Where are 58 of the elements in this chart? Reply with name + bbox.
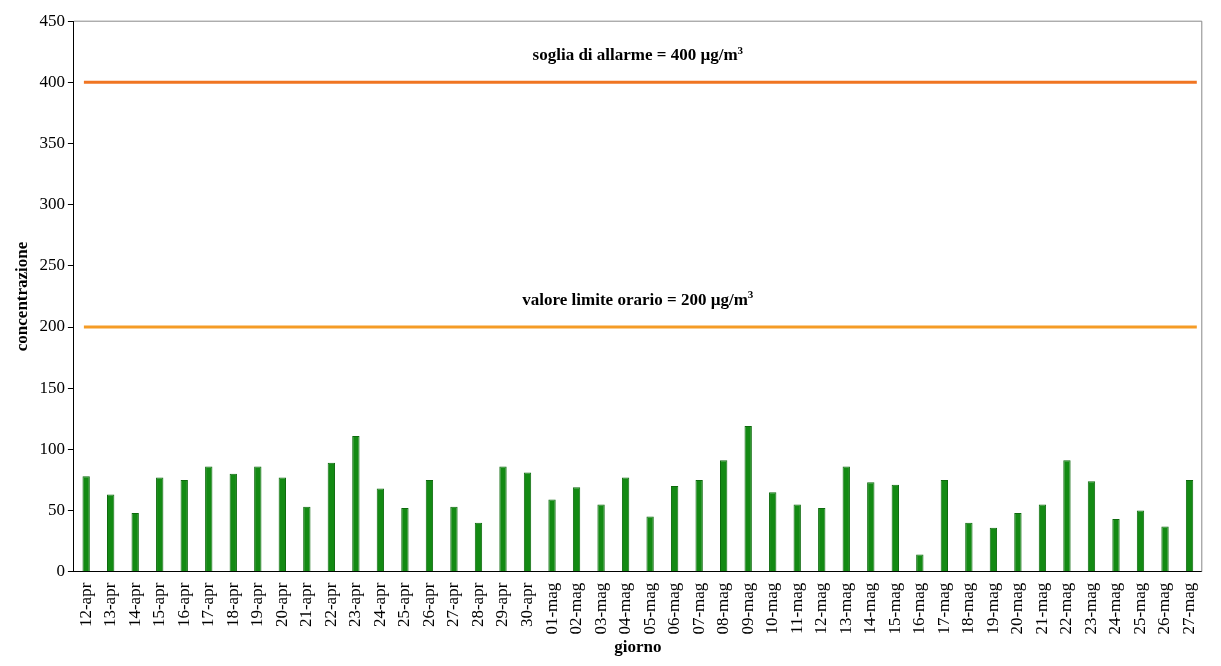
x-tick-label: 21-mag <box>1031 582 1051 635</box>
x-tick-label: 03-mag <box>590 582 610 635</box>
x-tick-label: 23-mag <box>1080 582 1100 635</box>
x-tick-label: 19-mag <box>982 582 1002 635</box>
x-tick-label: 15-apr <box>149 582 169 628</box>
y-tick-label: 150 <box>39 377 65 397</box>
x-tick-label: 04-mag <box>615 582 635 635</box>
x-tick-label: 18-apr <box>222 582 242 628</box>
x-tick-label: 24-apr <box>369 582 389 628</box>
x-tick-label: 25-mag <box>1129 582 1149 635</box>
x-tick-label: 17-mag <box>933 582 953 635</box>
y-tick-label: 250 <box>39 255 65 275</box>
x-tick-label: 05-mag <box>639 582 659 635</box>
x-tick-label: 11-mag <box>786 582 806 634</box>
x-tick-label: 19-apr <box>247 582 267 628</box>
y-tick-label: 350 <box>39 133 65 152</box>
x-tick-label: 27-mag <box>1179 582 1199 635</box>
x-tick-label: 12-mag <box>811 582 831 635</box>
x-tick-label: 22-mag <box>1056 582 1076 635</box>
x-tick-label: 01-mag <box>541 582 561 635</box>
y-tick-label: 450 <box>39 10 65 30</box>
x-axis-title: giorno <box>614 637 662 657</box>
y-tick-label: 400 <box>39 71 65 91</box>
y-tick-label: 300 <box>39 194 65 214</box>
x-tick-label: 20-mag <box>1007 582 1027 635</box>
x-tick-label: 17-apr <box>198 582 218 628</box>
x-tick-label: 06-mag <box>664 582 684 635</box>
x-tick-label: 14-apr <box>124 582 144 628</box>
x-tick-label: 15-mag <box>884 582 904 635</box>
x-tick-label: 13-mag <box>835 582 855 635</box>
x-tick-label: 21-apr <box>296 582 316 628</box>
y-tick-label: 100 <box>39 438 65 458</box>
x-tick-label: 12-apr <box>75 582 95 628</box>
x-tick-label: 27-apr <box>443 582 463 628</box>
x-tick-label: 16-apr <box>173 582 193 628</box>
x-tick-label: 08-mag <box>713 582 733 635</box>
x-tick-label: 02-mag <box>566 582 586 635</box>
x-tick-label: 24-mag <box>1105 582 1125 635</box>
x-tick-label: 23-apr <box>345 582 365 628</box>
x-tick-label: 14-mag <box>860 582 880 635</box>
x-tick-label: 28-apr <box>467 582 487 628</box>
x-tick-label: 22-apr <box>320 582 340 628</box>
y-tick-label: 50 <box>47 499 65 519</box>
x-tick-label: 20-apr <box>271 582 291 628</box>
x-tick-label: 16-mag <box>909 582 929 635</box>
x-tick-label: 26-mag <box>1154 582 1174 635</box>
y-axis-title: concentrazione <box>11 241 31 352</box>
y-tick-label: 0 <box>56 561 65 581</box>
x-tick-label: 30-apr <box>516 582 536 628</box>
x-tick-label: 25-apr <box>394 582 414 628</box>
x-tick-label: 13-apr <box>100 582 120 628</box>
x-tick-label: 26-apr <box>418 582 438 628</box>
x-tick-label: 18-mag <box>958 582 978 635</box>
x-tick-label: 10-mag <box>762 582 782 635</box>
y-tick-label: 200 <box>39 316 65 336</box>
x-tick-label: 09-mag <box>737 582 757 635</box>
x-tick-label: 29-apr <box>492 582 512 628</box>
x-tick-label: 07-mag <box>688 582 708 635</box>
